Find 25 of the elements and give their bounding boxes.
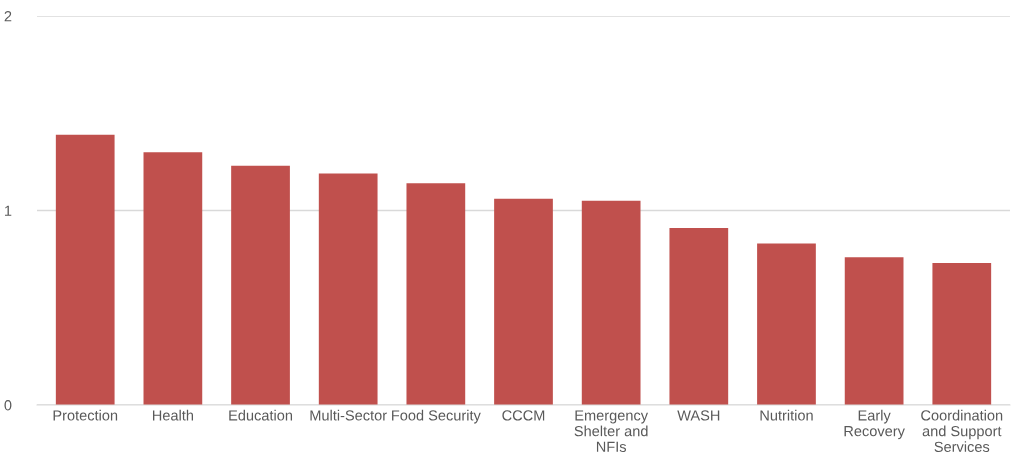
x-tick-label: Health	[152, 409, 193, 421]
x-tick-label: WASH	[677, 410, 720, 421]
bar	[844, 257, 904, 405]
x-tick-label: Emergency Shelter and NFIs	[574, 410, 649, 452]
x-tick-label: Multi-Sector	[310, 409, 387, 421]
x-tick-label: Food Security	[392, 409, 481, 424]
bar	[143, 152, 203, 405]
y-tick-label: 0	[4, 400, 12, 411]
bar	[581, 200, 641, 405]
x-tick-label: Education	[229, 409, 293, 421]
x-tick-label: Nutrition	[760, 409, 813, 421]
x-tick-label: Protection	[53, 409, 118, 421]
bar	[318, 173, 378, 405]
bar	[669, 228, 729, 405]
bar	[494, 198, 553, 405]
bar	[231, 165, 290, 405]
y-tick-label: 2	[4, 11, 12, 22]
bar	[55, 134, 115, 405]
bar	[406, 183, 466, 405]
x-tick-label: CCCM	[502, 410, 545, 421]
x-tick-label: Early Recovery	[844, 409, 905, 440]
bar	[757, 243, 816, 405]
bar	[932, 263, 992, 405]
x-tick-label: Coordination and Support Services	[921, 409, 1003, 452]
y-tick-label: 1	[5, 205, 12, 216]
